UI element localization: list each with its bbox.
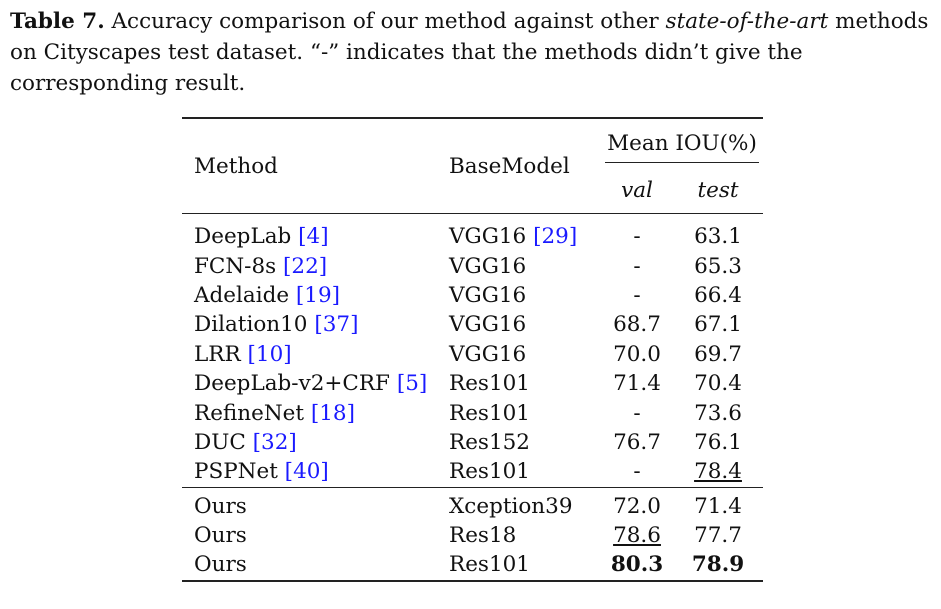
method-name: PSPNet xyxy=(194,459,285,485)
base-model: VGG16 xyxy=(449,224,534,250)
val-cell: 70.0 xyxy=(613,341,661,367)
header-mean-iou: Mean IOU(%) xyxy=(601,117,763,167)
test-cell: 71.4 xyxy=(673,486,763,521)
method-name: Ours xyxy=(194,523,247,549)
citation[interactable]: [18] xyxy=(310,400,355,426)
table-row: Dilation10 [37] VGG16 68.7 67.1 xyxy=(182,310,763,339)
base-model: Res101 xyxy=(449,400,530,426)
caption-label: Table 7. xyxy=(10,9,105,34)
base-model: Res101 xyxy=(449,550,601,582)
header-mean-iou-label: Mean IOU(%) xyxy=(605,129,759,163)
citation[interactable]: [5] xyxy=(396,371,428,397)
table-row: LRR [10] VGG16 70.0 69.7 xyxy=(182,340,763,369)
table-row: Ours Res101 80.3 78.9 xyxy=(182,550,763,582)
method-name: Dilation10 xyxy=(194,312,315,338)
base-model: Res18 xyxy=(449,523,517,549)
test-cell: 73.6 xyxy=(694,400,742,426)
table-row: PSPNet [40] Res101 - 78.4 xyxy=(182,457,763,487)
test-cell: 69.7 xyxy=(694,341,742,367)
header-method: Method xyxy=(182,117,449,214)
caption-text-1: Accuracy comparison of our method agains… xyxy=(104,9,666,34)
base-model: VGG16 xyxy=(449,312,527,338)
test-cell: 78.9 xyxy=(673,550,763,582)
header-basemodel: BaseModel xyxy=(449,117,601,214)
val-cell: - xyxy=(633,400,641,426)
citation[interactable]: [22] xyxy=(283,253,328,279)
test-cell: 77.7 xyxy=(694,523,742,549)
results-table: Method BaseModel Mean IOU(%) val test De… xyxy=(182,117,763,582)
table-row: RefineNet [18] Res101 - 73.6 xyxy=(182,398,763,427)
method-name: LRR xyxy=(194,341,248,367)
method-name: Ours xyxy=(182,486,449,521)
val-cell: - xyxy=(633,253,641,279)
table-caption: Table 7. Accuracy comparison of our meth… xyxy=(10,6,934,99)
val-cell: 68.7 xyxy=(613,312,661,338)
method-name: Adelaide xyxy=(194,282,296,308)
val-cell: - xyxy=(601,213,673,252)
table-row: Adelaide [19] VGG16 - 66.4 xyxy=(182,281,763,310)
header-val: val xyxy=(621,177,653,203)
citation[interactable]: [4] xyxy=(298,224,329,250)
citation[interactable]: [10] xyxy=(247,341,292,367)
test-cell: 66.4 xyxy=(694,282,742,308)
val-cell: 76.7 xyxy=(613,429,661,455)
val-cell: 80.3 xyxy=(601,550,673,582)
base-model: Res152 xyxy=(449,429,530,455)
method-name: DeepLab-v2+CRF xyxy=(194,371,397,397)
table-row: Ours Xception39 72.0 71.4 xyxy=(182,486,763,521)
base-model: VGG16 xyxy=(449,282,527,308)
header-test: test xyxy=(697,177,739,203)
val-cell: - xyxy=(633,459,641,485)
val-cell: - xyxy=(633,282,641,308)
table-row: Ours Res18 78.6 77.7 xyxy=(182,521,763,550)
citation[interactable]: [37] xyxy=(314,312,359,338)
table-row: FCN-8s [22] VGG16 - 65.3 xyxy=(182,251,763,280)
method-name: Ours xyxy=(182,550,449,582)
test-cell: 76.1 xyxy=(694,429,742,455)
test-cell: 67.1 xyxy=(694,312,742,338)
citation[interactable]: [29] xyxy=(533,224,578,250)
val-cell: 71.4 xyxy=(613,371,661,397)
base-model: VGG16 xyxy=(449,341,527,367)
base-model: Res101 xyxy=(449,459,530,485)
citation[interactable]: [19] xyxy=(295,282,341,308)
table-row: DeepLab-v2+CRF [5] Res101 71.4 70.4 xyxy=(182,369,763,398)
test-cell: 63.1 xyxy=(673,213,763,252)
test-cell: 78.4 xyxy=(694,459,742,485)
table-row: DeepLab [4] VGG16 [29] - 63.1 xyxy=(182,213,763,252)
citation[interactable]: [40] xyxy=(284,459,329,485)
base-model: Xception39 xyxy=(449,486,601,521)
base-model: Res101 xyxy=(449,371,530,397)
test-cell: 70.4 xyxy=(694,371,742,397)
val-cell: 72.0 xyxy=(601,486,673,521)
caption-text-2: methods on Cityscapes test dataset. “-” … xyxy=(10,9,929,96)
base-model: VGG16 xyxy=(449,253,527,279)
citation[interactable]: [32] xyxy=(252,429,297,455)
caption-italic: state-of-the-art xyxy=(665,9,829,34)
test-cell: 65.3 xyxy=(694,253,742,279)
val-cell: 78.6 xyxy=(613,523,661,549)
method-name: FCN-8s xyxy=(194,253,283,279)
table-row: DUC [32] Res152 76.7 76.1 xyxy=(182,428,763,457)
method-name: DeepLab xyxy=(194,224,299,250)
method-name: RefineNet xyxy=(194,400,311,426)
method-name: DUC xyxy=(194,429,253,455)
